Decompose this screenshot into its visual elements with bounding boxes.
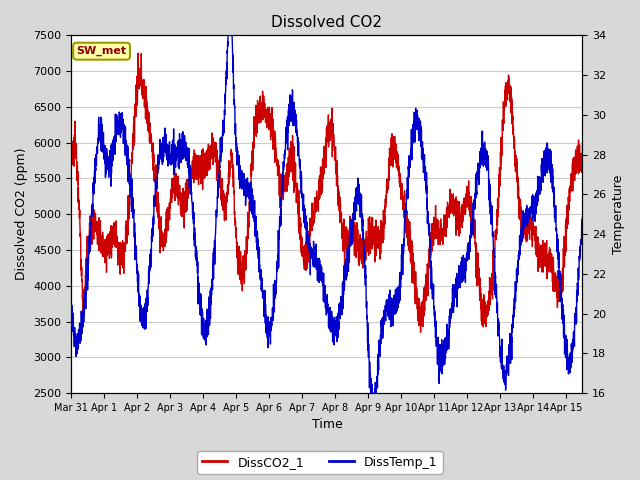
- Y-axis label: Dissolved CO2 (ppm): Dissolved CO2 (ppm): [15, 148, 28, 280]
- Y-axis label: Temperature: Temperature: [612, 175, 625, 254]
- Legend: DissCO2_1, DissTemp_1: DissCO2_1, DissTemp_1: [197, 451, 443, 474]
- Text: SW_met: SW_met: [77, 46, 127, 56]
- Title: Dissolved CO2: Dissolved CO2: [271, 15, 383, 30]
- X-axis label: Time: Time: [312, 419, 342, 432]
